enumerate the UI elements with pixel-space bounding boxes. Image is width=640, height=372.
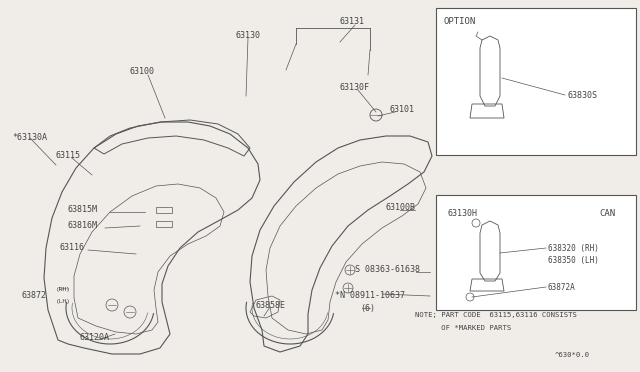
Text: *63130A: *63130A <box>12 134 47 142</box>
Text: (RH): (RH) <box>56 288 71 292</box>
Text: 63100B: 63100B <box>385 203 415 212</box>
Text: (6): (6) <box>360 304 375 312</box>
Text: ^630*0.0: ^630*0.0 <box>555 352 590 358</box>
Text: 63815M: 63815M <box>68 205 98 215</box>
Text: OPTION: OPTION <box>444 17 476 26</box>
Circle shape <box>370 109 382 121</box>
Text: 63830S: 63830S <box>567 90 597 99</box>
Text: 63120A: 63120A <box>80 334 110 343</box>
Text: 63816M: 63816M <box>68 221 98 230</box>
Text: 63100: 63100 <box>130 67 155 77</box>
Text: 63131: 63131 <box>340 17 365 26</box>
Text: NOTE; PART CODE  63115,63116 CONSISTS: NOTE; PART CODE 63115,63116 CONSISTS <box>415 312 577 318</box>
Text: *N 08911-10637: *N 08911-10637 <box>335 291 405 299</box>
Text: 63130: 63130 <box>235 31 260 39</box>
FancyBboxPatch shape <box>436 195 636 310</box>
Text: ¹ᴴᴴ: ¹ᴴᴴ <box>58 288 69 292</box>
Bar <box>156 207 172 213</box>
Text: 63858E: 63858E <box>255 301 285 310</box>
FancyBboxPatch shape <box>436 8 636 155</box>
Text: (LH): (LH) <box>56 298 71 304</box>
Text: OF *MARKED PARTS: OF *MARKED PARTS <box>415 325 511 331</box>
Text: 638320 (RH): 638320 (RH) <box>548 244 599 253</box>
Text: 63116: 63116 <box>60 244 85 253</box>
Text: 63130H: 63130H <box>447 208 477 218</box>
Text: S 08363-61638: S 08363-61638 <box>355 266 420 275</box>
Text: 63115: 63115 <box>55 151 80 160</box>
Bar <box>156 221 172 227</box>
Text: 63872A: 63872A <box>548 282 576 292</box>
Text: CAN: CAN <box>599 208 615 218</box>
Text: 63872: 63872 <box>22 291 47 299</box>
Text: 63101: 63101 <box>390 106 415 115</box>
Text: 638350 (LH): 638350 (LH) <box>548 256 599 264</box>
Text: 63130F: 63130F <box>340 83 370 93</box>
